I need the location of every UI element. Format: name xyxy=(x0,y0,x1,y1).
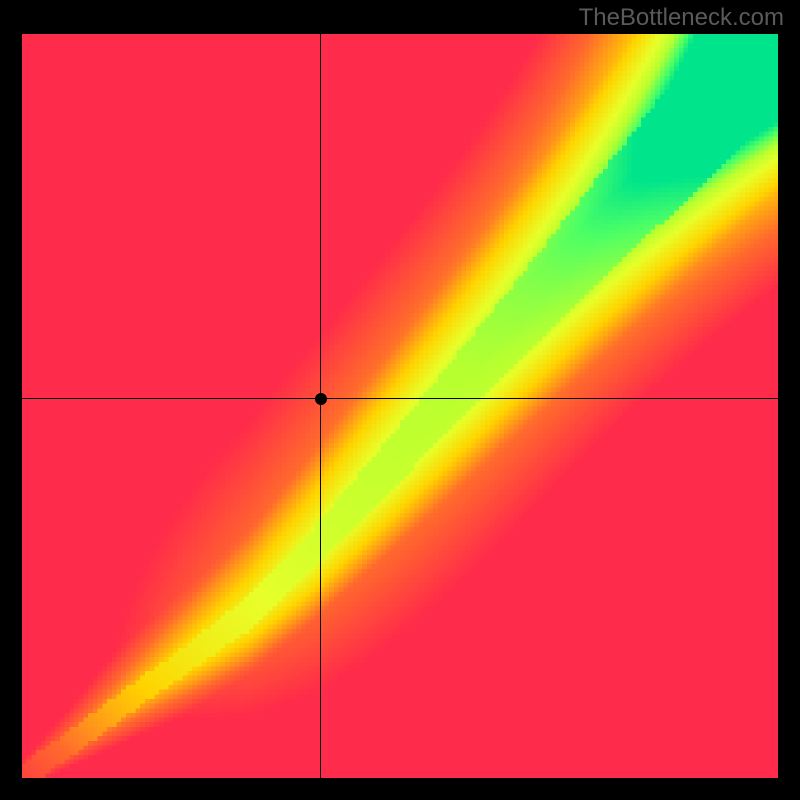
crosshair-horizontal xyxy=(22,398,778,399)
data-point-marker xyxy=(315,393,327,405)
bottleneck-heatmap xyxy=(22,34,778,778)
crosshair-vertical xyxy=(320,34,321,778)
watermark-text: TheBottleneck.com xyxy=(579,4,784,32)
plot-area xyxy=(22,34,778,778)
